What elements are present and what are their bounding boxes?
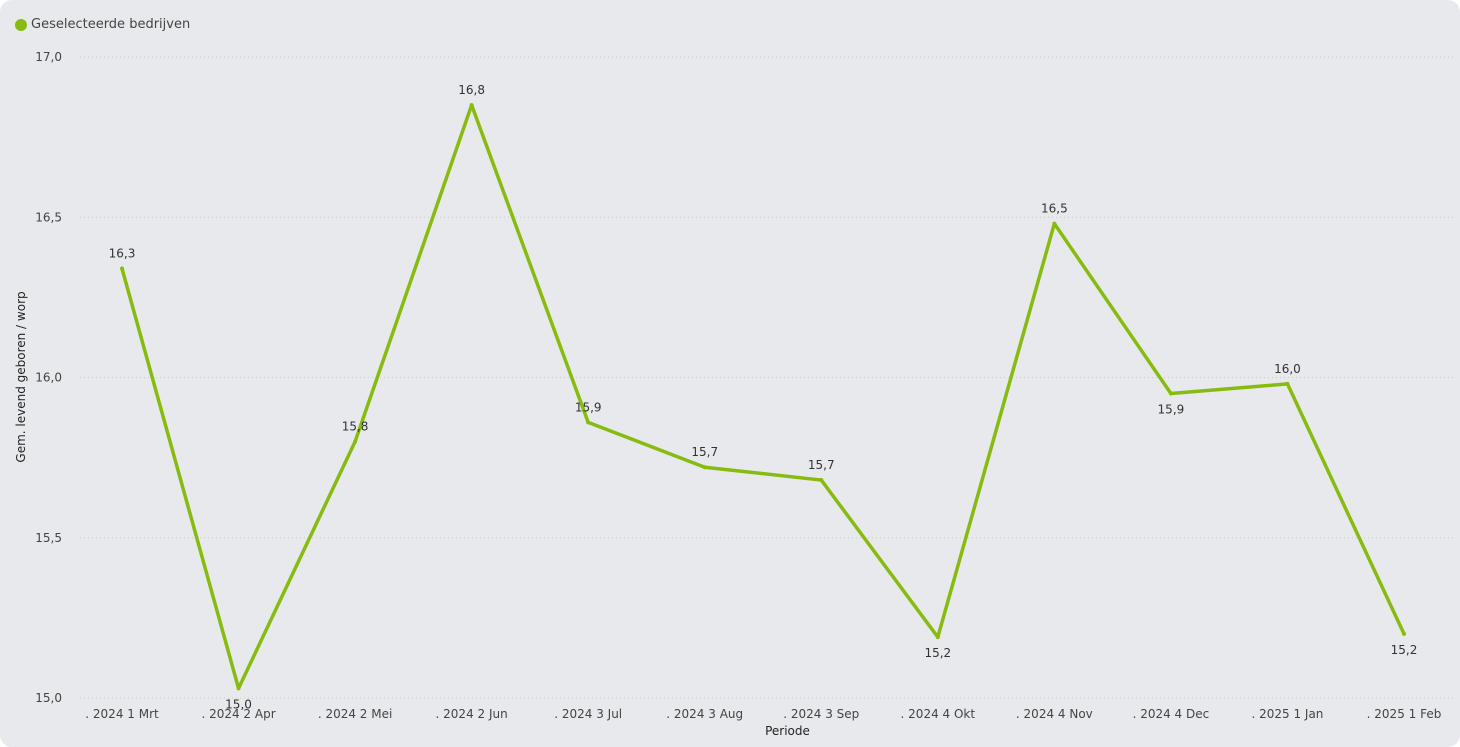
x-tick-label: . 2024 3 Jul (554, 707, 622, 721)
x-tick-label: . 2024 3 Sep (783, 707, 859, 721)
data-point (1168, 391, 1173, 396)
data-point (702, 465, 707, 470)
y-tick-label: 17,0 (35, 50, 62, 64)
data-point (236, 686, 241, 691)
series-line (120, 103, 1406, 691)
data-label: 15,7 (808, 458, 835, 472)
x-tick-label: . 2024 4 Nov (1016, 707, 1093, 721)
y-tick-label: 15,5 (35, 531, 62, 545)
y-tick-label: 15,0 (35, 691, 62, 705)
x-tick-label: . 2025 1 Feb (1367, 707, 1442, 721)
x-tick-label: . 2024 2 Mei (318, 707, 393, 721)
data-label: 15,8 (342, 420, 369, 434)
data-label: 15,7 (691, 445, 718, 459)
x-tick-label: . 2025 1 Jan (1251, 707, 1323, 721)
data-label: 15,2 (924, 646, 951, 660)
x-axis-title: Periode (765, 724, 810, 738)
y-tick-label: 16,0 (35, 371, 62, 385)
x-tick-label: . 2024 4 Dec (1133, 707, 1210, 721)
data-label: 16,3 (109, 247, 136, 261)
x-tick-label: . 2024 2 Apr (201, 707, 275, 721)
data-label: 16,8 (458, 83, 485, 97)
data-label: 16,0 (1274, 362, 1301, 376)
data-label: 15,2 (1391, 643, 1418, 657)
x-tick-label: . 2024 4 Okt (901, 707, 976, 721)
legend-label: Geselecteerde bedrijven (31, 17, 191, 32)
data-point (586, 420, 591, 425)
data-point (1052, 221, 1057, 226)
data-point (935, 635, 940, 640)
data-point (1402, 631, 1406, 636)
data-label: 15,0 (225, 697, 252, 711)
data-label: 16,5 (1041, 202, 1068, 216)
legend-dot-icon (15, 18, 27, 31)
x-tick-label: . 2024 3 Aug (666, 707, 743, 721)
x-tick-label: . 2024 1 Mrt (85, 707, 159, 721)
data-point (1285, 381, 1290, 386)
data-point (353, 439, 358, 444)
data-point (819, 478, 824, 483)
legend[interactable]: Geselecteerde bedrijven (15, 17, 190, 32)
data-label: 15,9 (1158, 403, 1185, 417)
data-point (120, 266, 124, 271)
y-axis-title: Gem. levend geboren / worp (14, 291, 28, 462)
data-label: 15,9 (575, 400, 602, 414)
x-tick-label: . 2024 2 Jun (436, 707, 508, 721)
data-point (469, 103, 474, 108)
y-tick-label: 16,5 (35, 210, 62, 224)
